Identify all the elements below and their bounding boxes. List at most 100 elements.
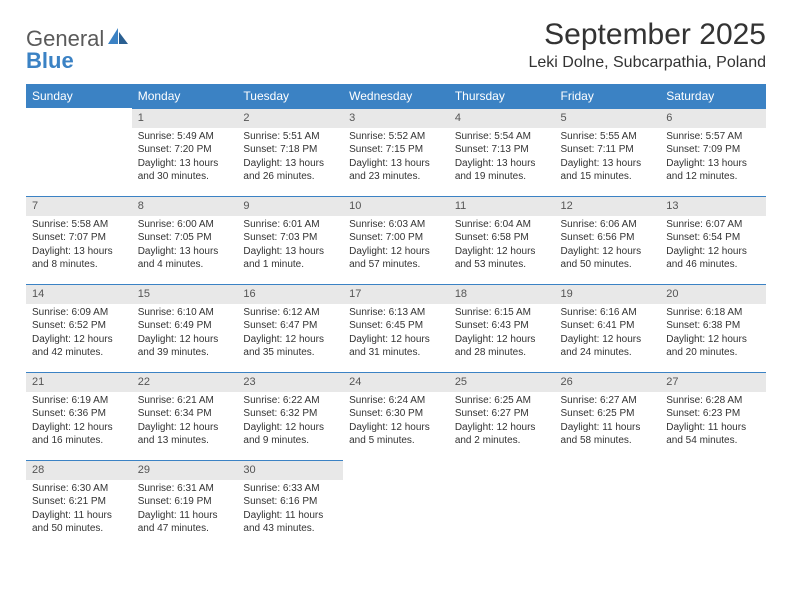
month-title: September 2025 <box>529 18 767 52</box>
sunset-text: Sunset: 6:47 PM <box>243 319 337 333</box>
day-details: Sunrise: 6:18 AMSunset: 6:38 PMDaylight:… <box>660 304 766 364</box>
sunrise-text: Sunrise: 5:58 AM <box>32 218 126 232</box>
daylight-text: Daylight: 13 hours and 12 minutes. <box>666 157 760 184</box>
day-details: Sunrise: 6:24 AMSunset: 6:30 PMDaylight:… <box>343 392 449 452</box>
sunrise-text: Sunrise: 6:22 AM <box>243 394 337 408</box>
calendar-day-cell: 22Sunrise: 6:21 AMSunset: 6:34 PMDayligh… <box>132 372 238 460</box>
sunset-text: Sunset: 6:32 PM <box>243 407 337 421</box>
calendar-day-cell: 18Sunrise: 6:15 AMSunset: 6:43 PMDayligh… <box>449 284 555 372</box>
daylight-text: Daylight: 12 hours and 39 minutes. <box>138 333 232 360</box>
day-number: 26 <box>555 372 661 392</box>
day-details: Sunrise: 5:52 AMSunset: 7:15 PMDaylight:… <box>343 128 449 188</box>
sunset-text: Sunset: 7:20 PM <box>138 143 232 157</box>
day-details: Sunrise: 5:51 AMSunset: 7:18 PMDaylight:… <box>237 128 343 188</box>
sunrise-text: Sunrise: 5:52 AM <box>349 130 443 144</box>
calendar-day-cell: 10Sunrise: 6:03 AMSunset: 7:00 PMDayligh… <box>343 196 449 284</box>
day-number: 28 <box>26 460 132 480</box>
calendar-day-cell <box>26 108 132 196</box>
day-number: 10 <box>343 196 449 216</box>
day-details: Sunrise: 6:16 AMSunset: 6:41 PMDaylight:… <box>555 304 661 364</box>
day-details: Sunrise: 6:13 AMSunset: 6:45 PMDaylight:… <box>343 304 449 364</box>
sunset-text: Sunset: 7:05 PM <box>138 231 232 245</box>
day-number: 18 <box>449 284 555 304</box>
day-details: Sunrise: 6:27 AMSunset: 6:25 PMDaylight:… <box>555 392 661 452</box>
calendar-day-cell: 5Sunrise: 5:55 AMSunset: 7:11 PMDaylight… <box>555 108 661 196</box>
day-details: Sunrise: 6:22 AMSunset: 6:32 PMDaylight:… <box>237 392 343 452</box>
calendar-day-cell: 13Sunrise: 6:07 AMSunset: 6:54 PMDayligh… <box>660 196 766 284</box>
calendar-day-cell: 24Sunrise: 6:24 AMSunset: 6:30 PMDayligh… <box>343 372 449 460</box>
day-details: Sunrise: 6:03 AMSunset: 7:00 PMDaylight:… <box>343 216 449 276</box>
sunset-text: Sunset: 7:03 PM <box>243 231 337 245</box>
sunrise-text: Sunrise: 6:33 AM <box>243 482 337 496</box>
daylight-text: Daylight: 12 hours and 24 minutes. <box>561 333 655 360</box>
weekday-header: Tuesday <box>237 84 343 108</box>
sunset-text: Sunset: 6:54 PM <box>666 231 760 245</box>
daylight-text: Daylight: 13 hours and 30 minutes. <box>138 157 232 184</box>
day-details: Sunrise: 6:10 AMSunset: 6:49 PMDaylight:… <box>132 304 238 364</box>
sunset-text: Sunset: 6:52 PM <box>32 319 126 333</box>
brand-name-b: Blue <box>26 48 74 73</box>
day-number: 13 <box>660 196 766 216</box>
daylight-text: Daylight: 12 hours and 20 minutes. <box>666 333 760 360</box>
daylight-text: Daylight: 12 hours and 53 minutes. <box>455 245 549 272</box>
sunrise-text: Sunrise: 6:25 AM <box>455 394 549 408</box>
day-details: Sunrise: 6:15 AMSunset: 6:43 PMDaylight:… <box>449 304 555 364</box>
day-details: Sunrise: 6:19 AMSunset: 6:36 PMDaylight:… <box>26 392 132 452</box>
day-number: 21 <box>26 372 132 392</box>
page-header: General Blue September 2025 Leki Dolne, … <box>26 18 766 80</box>
day-number: 11 <box>449 196 555 216</box>
calendar-day-cell: 27Sunrise: 6:28 AMSunset: 6:23 PMDayligh… <box>660 372 766 460</box>
sunrise-text: Sunrise: 6:03 AM <box>349 218 443 232</box>
sunset-text: Sunset: 6:58 PM <box>455 231 549 245</box>
day-details: Sunrise: 6:25 AMSunset: 6:27 PMDaylight:… <box>449 392 555 452</box>
day-details: Sunrise: 6:21 AMSunset: 6:34 PMDaylight:… <box>132 392 238 452</box>
day-number: 12 <box>555 196 661 216</box>
day-details: Sunrise: 5:55 AMSunset: 7:11 PMDaylight:… <box>555 128 661 188</box>
calendar-week-row: 1Sunrise: 5:49 AMSunset: 7:20 PMDaylight… <box>26 108 766 196</box>
day-details: Sunrise: 6:06 AMSunset: 6:56 PMDaylight:… <box>555 216 661 276</box>
calendar-day-cell: 4Sunrise: 5:54 AMSunset: 7:13 PMDaylight… <box>449 108 555 196</box>
day-details: Sunrise: 5:49 AMSunset: 7:20 PMDaylight:… <box>132 128 238 188</box>
sunrise-text: Sunrise: 5:54 AM <box>455 130 549 144</box>
sunset-text: Sunset: 6:43 PM <box>455 319 549 333</box>
sunrise-text: Sunrise: 6:19 AM <box>32 394 126 408</box>
calendar-day-cell: 15Sunrise: 6:10 AMSunset: 6:49 PMDayligh… <box>132 284 238 372</box>
day-number: 1 <box>132 108 238 128</box>
sunrise-text: Sunrise: 6:21 AM <box>138 394 232 408</box>
sunset-text: Sunset: 6:16 PM <box>243 495 337 509</box>
daylight-text: Daylight: 13 hours and 15 minutes. <box>561 157 655 184</box>
day-number: 25 <box>449 372 555 392</box>
daylight-text: Daylight: 11 hours and 54 minutes. <box>666 421 760 448</box>
daylight-text: Daylight: 12 hours and 16 minutes. <box>32 421 126 448</box>
sunset-text: Sunset: 7:09 PM <box>666 143 760 157</box>
calendar-day-cell: 26Sunrise: 6:27 AMSunset: 6:25 PMDayligh… <box>555 372 661 460</box>
calendar-week-row: 7Sunrise: 5:58 AMSunset: 7:07 PMDaylight… <box>26 196 766 284</box>
sunrise-text: Sunrise: 6:07 AM <box>666 218 760 232</box>
daylight-text: Daylight: 13 hours and 4 minutes. <box>138 245 232 272</box>
day-details: Sunrise: 6:12 AMSunset: 6:47 PMDaylight:… <box>237 304 343 364</box>
day-number: 7 <box>26 196 132 216</box>
sunrise-text: Sunrise: 6:13 AM <box>349 306 443 320</box>
sunrise-text: Sunrise: 5:51 AM <box>243 130 337 144</box>
calendar-day-cell: 6Sunrise: 5:57 AMSunset: 7:09 PMDaylight… <box>660 108 766 196</box>
sunset-text: Sunset: 6:36 PM <box>32 407 126 421</box>
day-number: 16 <box>237 284 343 304</box>
weekday-header: Saturday <box>660 84 766 108</box>
calendar-day-cell: 9Sunrise: 6:01 AMSunset: 7:03 PMDaylight… <box>237 196 343 284</box>
sunrise-text: Sunrise: 6:01 AM <box>243 218 337 232</box>
sunset-text: Sunset: 7:07 PM <box>32 231 126 245</box>
sunrise-text: Sunrise: 6:31 AM <box>138 482 232 496</box>
sunset-text: Sunset: 7:13 PM <box>455 143 549 157</box>
calendar-week-row: 21Sunrise: 6:19 AMSunset: 6:36 PMDayligh… <box>26 372 766 460</box>
calendar-day-cell: 12Sunrise: 6:06 AMSunset: 6:56 PMDayligh… <box>555 196 661 284</box>
calendar-week-row: 14Sunrise: 6:09 AMSunset: 6:52 PMDayligh… <box>26 284 766 372</box>
calendar-day-cell: 29Sunrise: 6:31 AMSunset: 6:19 PMDayligh… <box>132 460 238 548</box>
calendar-day-cell: 8Sunrise: 6:00 AMSunset: 7:05 PMDaylight… <box>132 196 238 284</box>
day-details: Sunrise: 6:33 AMSunset: 6:16 PMDaylight:… <box>237 480 343 540</box>
day-details: Sunrise: 5:58 AMSunset: 7:07 PMDaylight:… <box>26 216 132 276</box>
day-number: 8 <box>132 196 238 216</box>
daylight-text: Daylight: 12 hours and 28 minutes. <box>455 333 549 360</box>
sunrise-text: Sunrise: 5:49 AM <box>138 130 232 144</box>
location-text: Leki Dolne, Subcarpathia, Poland <box>529 54 767 72</box>
calendar-day-cell: 30Sunrise: 6:33 AMSunset: 6:16 PMDayligh… <box>237 460 343 548</box>
